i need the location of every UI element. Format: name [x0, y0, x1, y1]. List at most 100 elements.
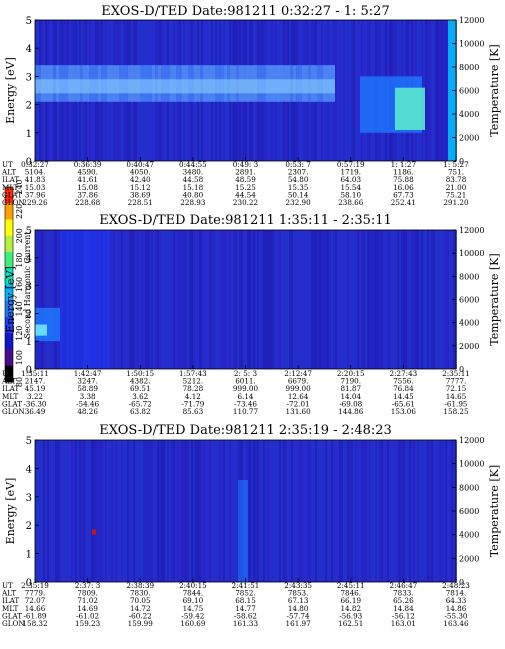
heatmap-column: [283, 440, 285, 582]
table-cell: 14.45: [393, 392, 414, 401]
heatmap-column: [59, 440, 61, 582]
heatmap-column: [295, 440, 297, 582]
heatmap-column: [139, 230, 141, 369]
y2-tick-label: 10000: [459, 249, 484, 258]
colorbar-tick-label: 80: [15, 377, 24, 387]
table-cell: 72.15: [446, 384, 467, 393]
heatmap-column: [313, 230, 315, 369]
heatmap-column: [159, 230, 161, 369]
y2-tick-label: 12000: [459, 436, 484, 445]
y-tick-label: 2: [26, 309, 32, 320]
heatmap-band-core: [260, 79, 263, 94]
table-cell: 228.93: [180, 198, 206, 207]
heatmap-band-core: [179, 79, 182, 94]
heatmap-column: [301, 440, 303, 582]
table-row-label: GLON: [2, 198, 25, 207]
heatmap-column: [43, 230, 45, 369]
table-cell: 76.84: [393, 384, 414, 393]
heatmap-band-core: [224, 79, 227, 94]
table-cell: 0:44:55: [179, 160, 207, 169]
heatmap-column: [367, 440, 369, 582]
heatmap-column: [339, 20, 341, 161]
table-cell: 71.02: [77, 596, 98, 605]
heatmap-column: [45, 440, 47, 582]
heatmap-column: [381, 440, 383, 582]
heatmap-column: [429, 230, 431, 369]
heatmap-column: [337, 230, 339, 369]
heatmap-column: [429, 440, 431, 582]
table-cell: -59.42: [181, 611, 204, 620]
y2-tick-label: 4000: [459, 531, 479, 540]
table-row-label: MLT: [2, 392, 19, 401]
heatmap-column: [313, 440, 315, 582]
heatmap-band-core: [266, 79, 269, 94]
heatmap-column: [257, 440, 259, 582]
colorbar-segment: [5, 235, 13, 253]
colorbar-segment: [5, 268, 13, 285]
table-cell: 7846.: [340, 589, 361, 598]
colorbar-tick-label: 120: [15, 326, 24, 341]
heatmap-column: [425, 20, 427, 161]
table-cell: 2307.: [288, 168, 309, 177]
heatmap-column: [37, 440, 39, 582]
heatmap-column: [123, 230, 125, 369]
heatmap-column: [57, 230, 59, 369]
heatmap-band-core: [86, 79, 89, 94]
table-cell: -57.74: [287, 611, 310, 620]
table-cell: 7853.: [288, 589, 309, 598]
heatmap-column: [439, 230, 441, 369]
table-cell: -60.22: [129, 611, 152, 620]
heatmap-column: [253, 440, 255, 582]
y2-tick-label: 4000: [459, 110, 479, 119]
heatmap-band-core: [98, 79, 101, 94]
chart-title: EXOS-D/TED Date:981211 2:35:19 - 2:48:23: [99, 423, 392, 438]
heatmap-column: [309, 440, 311, 582]
y-tick-label: 1: [26, 337, 32, 348]
heatmap-column: [327, 230, 329, 369]
heatmap-band-core: [185, 79, 188, 94]
heatmap-column: [273, 440, 275, 582]
heatmap-column: [221, 440, 223, 582]
heatmap-column: [343, 230, 345, 369]
heatmap-column: [215, 440, 217, 582]
table-cell: 252.41: [391, 198, 416, 207]
table-cell: 14.75: [183, 604, 204, 613]
heatmap-column: [337, 20, 339, 161]
y2-axis-label: Temperature [K]: [488, 44, 501, 136]
heatmap-column: [175, 230, 177, 369]
table-cell: 3.38: [80, 392, 96, 401]
table-cell: 67.73: [393, 190, 414, 199]
heatmap-column: [327, 440, 329, 582]
heatmap-column: [149, 440, 151, 582]
heatmap-band-core: [296, 79, 299, 94]
heatmap-column: [233, 230, 235, 369]
table-cell: 36.49: [25, 407, 46, 416]
colorbar-tick-label: 140: [15, 301, 24, 316]
heatmap-column: [335, 440, 337, 582]
heatmap-column: [341, 20, 343, 161]
heatmap-column: [111, 230, 113, 369]
heatmap-column: [351, 230, 353, 369]
heatmap-column: [75, 440, 77, 582]
table-row-label: ALT: [1, 168, 16, 177]
heatmap-column: [207, 440, 209, 582]
heatmap-column: [443, 20, 445, 161]
table-cell: 2:12:47: [284, 369, 312, 378]
heatmap-band-core: [101, 79, 104, 94]
heatmap-band-core: [302, 79, 305, 94]
heatmap-band-core: [155, 79, 158, 94]
heatmap-column: [431, 20, 433, 161]
table-cell: 999.00: [286, 384, 312, 393]
heatmap-column: [117, 440, 119, 582]
heatmap-band-core: [35, 79, 38, 94]
table-cell: 40.80: [183, 190, 204, 199]
heatmap-column: [119, 440, 121, 582]
y2-tick-label: 10000: [459, 40, 484, 49]
heatmap-column: [259, 230, 261, 369]
heatmap-column: [135, 230, 137, 369]
table-cell: 54.80: [288, 175, 309, 184]
heatmap-band-core: [89, 79, 92, 94]
heatmap-band-core: [143, 79, 146, 94]
table-cell: 64.03: [340, 175, 361, 184]
y2-tick-label: 8000: [459, 483, 479, 492]
